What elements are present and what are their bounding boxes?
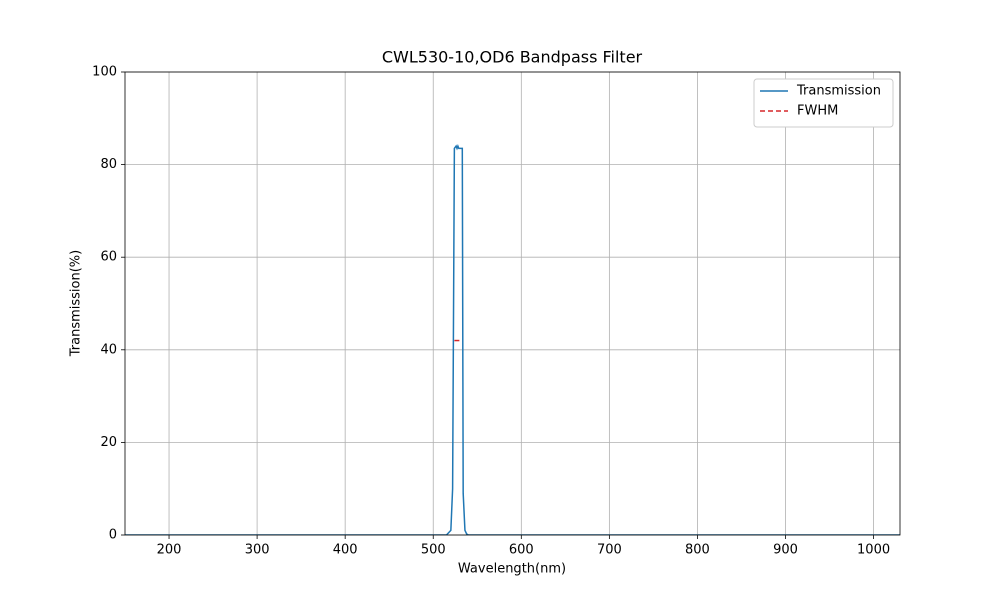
x-tick-label: 1000: [857, 543, 890, 558]
y-tick-label: 80: [100, 157, 117, 172]
legend-label: Transmission: [796, 84, 881, 99]
plot-frame: [124, 71, 901, 536]
y-tick-label: 20: [100, 435, 117, 450]
x-tick-label: 300: [245, 543, 270, 558]
legend-box: [753, 78, 894, 128]
x-tick-label: 800: [685, 543, 710, 558]
x-tick-label: 400: [333, 543, 358, 558]
x-tick-label: 200: [157, 543, 182, 558]
x-tick-label: 700: [597, 543, 622, 558]
y-axis-label: Transmission(%): [69, 250, 84, 357]
x-tick-label: 500: [421, 543, 446, 558]
series-line: [125, 143, 900, 535]
legend-label: FWHM: [797, 104, 838, 119]
y-tick-label: 100: [92, 65, 117, 80]
x-axis-label: Wavelength(nm): [458, 562, 566, 577]
x-tick-label: 900: [773, 543, 798, 558]
x-tick-label: 600: [509, 543, 534, 558]
y-tick-label: 60: [100, 250, 117, 265]
chart-title: CWL530-10,OD6 Bandpass Filter: [382, 48, 643, 67]
y-tick-label: 0: [109, 528, 117, 543]
y-tick-label: 40: [100, 342, 117, 357]
